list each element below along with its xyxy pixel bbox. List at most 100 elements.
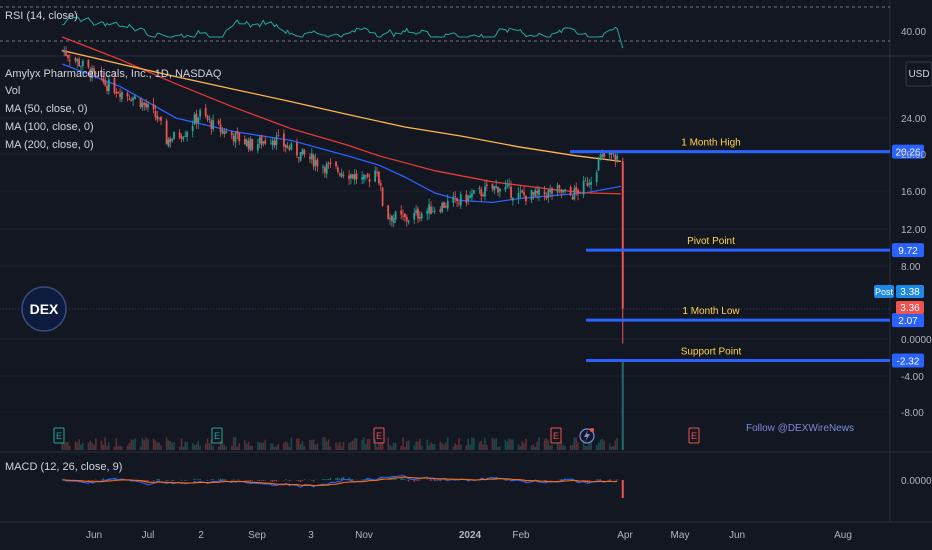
currency-label[interactable]: USD xyxy=(908,69,929,80)
candle-body xyxy=(379,183,382,186)
candle-body xyxy=(614,154,617,161)
volume-bar xyxy=(443,444,445,450)
candle-body xyxy=(256,144,259,151)
macd-legend[interactable]: MACD (12, 26, close, 9) xyxy=(5,461,123,473)
volume-bar xyxy=(76,442,79,450)
volume-bar xyxy=(454,443,456,450)
symbol-title[interactable]: Amylyx Pharmaceuticals, Inc., 1D, NASDAQ xyxy=(5,68,222,80)
volume-bar xyxy=(180,437,183,450)
volume-bar xyxy=(169,441,172,450)
volume-bar xyxy=(517,444,520,450)
candle-body xyxy=(141,102,144,108)
macd-histogram-bar xyxy=(171,480,173,482)
macd-histogram-bar xyxy=(180,480,183,481)
volume-bar xyxy=(482,444,484,450)
time-axis[interactable]: Jun Jul 2 Sep 3 Nov 2024 Feb Apr May Jun Aug xyxy=(86,530,852,541)
candle-body xyxy=(119,93,121,98)
volume-bar xyxy=(296,438,298,450)
volume-bar xyxy=(251,445,254,450)
volume-bar xyxy=(275,446,278,450)
volume-bar xyxy=(545,438,548,450)
volume-bar xyxy=(368,438,371,450)
volume-bar xyxy=(538,437,540,450)
time-tick-label: 3 xyxy=(308,530,314,541)
candle-body xyxy=(290,143,293,150)
dex-logo-text: DEX xyxy=(30,301,59,317)
vol-legend[interactable]: Vol xyxy=(5,85,21,97)
volume-bar xyxy=(499,446,501,450)
candle-body xyxy=(126,93,129,97)
candle-body xyxy=(584,180,587,182)
candle-body xyxy=(387,205,390,219)
candle-body xyxy=(132,97,134,101)
volume-bar xyxy=(534,446,537,450)
price-tick-label: 16.00 xyxy=(901,187,926,198)
volume-bar xyxy=(126,445,129,450)
candle-body xyxy=(433,210,436,212)
candle-body xyxy=(538,189,540,196)
candle-body xyxy=(523,192,525,196)
candle-body xyxy=(368,179,371,182)
volume-bar xyxy=(298,438,300,450)
macd-histogram-bar xyxy=(212,479,214,480)
candle-body xyxy=(130,99,133,102)
volume-bar xyxy=(314,444,317,450)
volume-bar xyxy=(270,443,272,450)
volume-bar xyxy=(210,439,213,450)
time-tick-label: 2 xyxy=(198,530,204,541)
level-lines: 1 Month High 20.26 Pivot Point 9.72 1 Month … xyxy=(570,138,924,368)
volume-bar xyxy=(445,442,447,450)
level-label: Pivot Point xyxy=(687,236,735,247)
macd-histogram-bar xyxy=(273,480,276,482)
volume-bar xyxy=(497,446,499,450)
earnings-marker xyxy=(550,427,562,444)
volume-bar xyxy=(284,441,287,450)
volume-bar xyxy=(121,446,123,450)
rsi-legend[interactable]: RSI (14, close) xyxy=(5,10,78,22)
volume-bar xyxy=(612,445,615,450)
macd-histogram-bar xyxy=(158,478,160,480)
candle-body xyxy=(269,143,272,145)
candle-body xyxy=(536,190,539,194)
macd-histogram-bar xyxy=(599,479,602,480)
volume-bar xyxy=(221,442,224,450)
time-tick-label: Jun xyxy=(729,530,745,541)
volume-bar xyxy=(597,442,600,450)
candle-body xyxy=(160,116,162,121)
volume-bar xyxy=(595,445,598,450)
volume-bar xyxy=(195,444,198,450)
volume-bar xyxy=(199,445,201,450)
candle-body xyxy=(158,117,161,119)
candle-body xyxy=(517,193,520,199)
candle-body xyxy=(350,174,352,179)
macd-histogram-bar xyxy=(206,480,209,481)
price-tick-label: 20.00 xyxy=(901,150,926,161)
candle-body xyxy=(361,177,364,180)
currency-button[interactable] xyxy=(905,61,932,87)
ma100-legend[interactable]: MA (100, close, 0) xyxy=(5,121,94,133)
candle-body xyxy=(439,209,442,212)
post-badge-text: Post xyxy=(875,287,894,297)
volume-bar xyxy=(91,442,93,450)
candle-body xyxy=(301,148,304,155)
candle-body xyxy=(402,215,404,217)
ma50-legend[interactable]: MA (50, close, 0) xyxy=(5,103,88,115)
volume-bar xyxy=(186,442,188,450)
rsi-pane xyxy=(0,6,890,49)
level-tag-text: -2.32 xyxy=(897,356,920,367)
candle-body xyxy=(247,140,250,149)
volume-bar xyxy=(260,442,263,450)
ma200-legend[interactable]: MA (200, close, 0) xyxy=(5,139,94,151)
volume-bar xyxy=(392,442,395,450)
macd-histogram-bar xyxy=(337,477,339,480)
candle-body xyxy=(204,107,207,116)
price-axis[interactable]: 24.00 20.00 16.00 12.00 8.00 0.0000 -4.00 -8.00… xyxy=(901,27,932,487)
candle-body xyxy=(208,118,211,120)
candle-body xyxy=(590,181,593,185)
candle-body xyxy=(338,173,341,175)
volume-bar xyxy=(521,441,524,450)
candle-body xyxy=(335,161,337,167)
candle-body xyxy=(258,137,261,144)
volume-bar xyxy=(473,437,475,450)
